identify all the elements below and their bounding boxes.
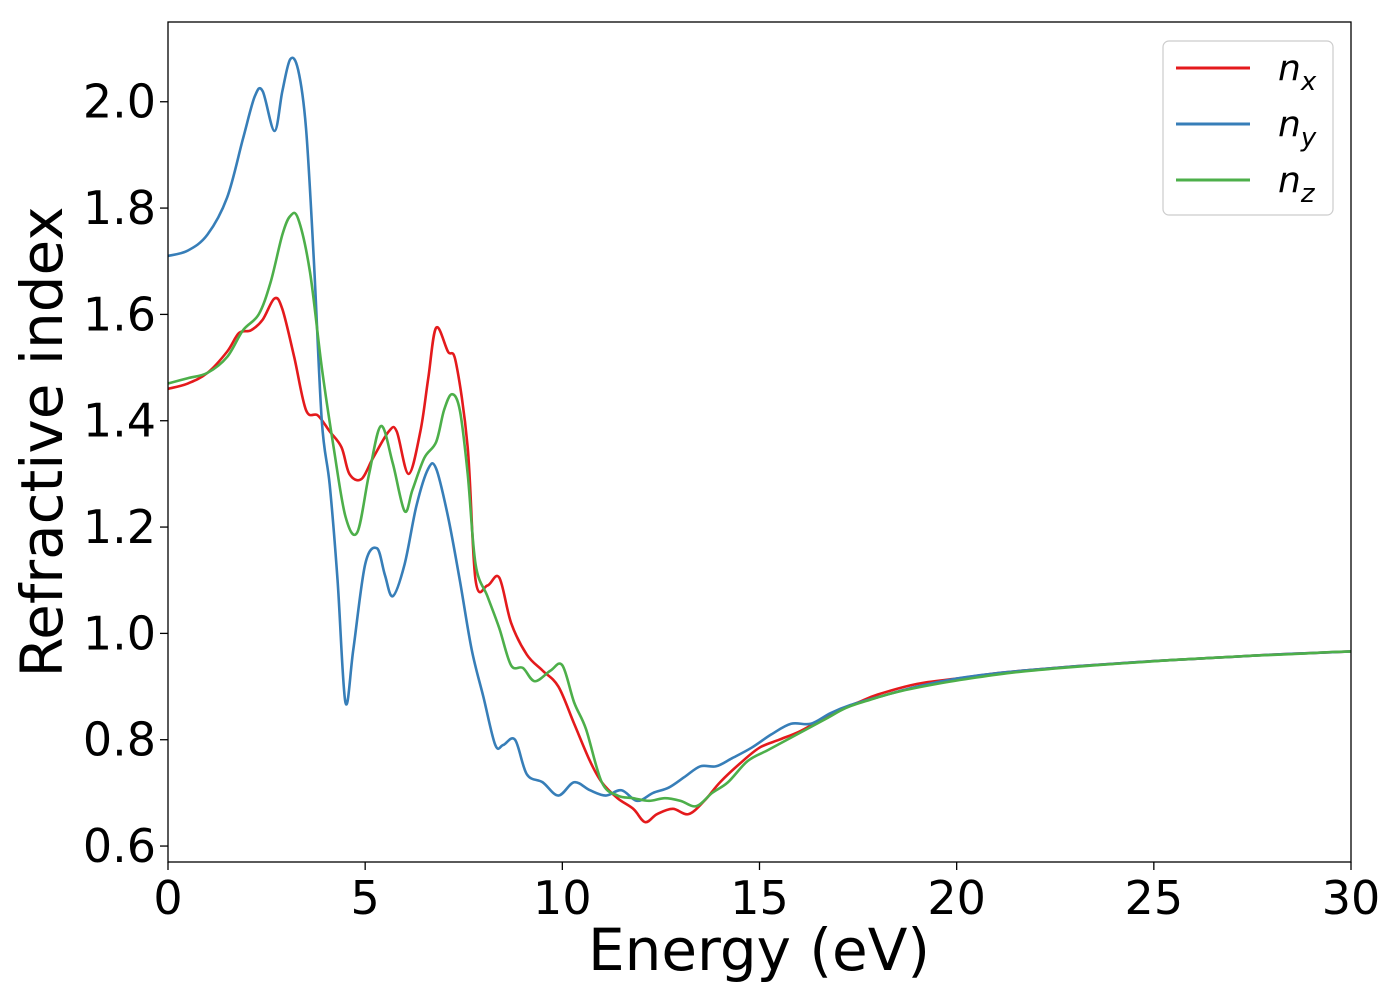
y-tick-label: 0.6: [83, 819, 156, 873]
x-tick-label: 30: [1322, 871, 1381, 925]
y-tick-label: 1.6: [83, 287, 156, 341]
x-tick-label: 25: [1125, 871, 1184, 925]
x-tick-label: 20: [927, 871, 986, 925]
x-tick-label: 0: [153, 871, 182, 925]
legend-box: [1162, 40, 1334, 216]
x-axis-title: Energy (eV): [588, 916, 930, 984]
y-tick-label: 1.4: [83, 394, 156, 448]
legend-label-n-z: nz: [1278, 160, 1316, 209]
x-tick-label: 15: [730, 871, 789, 925]
series-layer: [168, 56, 1351, 824]
y-tick-label: 1.8: [83, 181, 156, 235]
x-axis: 0 5 10 15 20 25 30: [153, 862, 1380, 925]
legend-label-sub: z: [1300, 179, 1316, 209]
series-line-n-z: [168, 211, 1351, 808]
y-tick-label: 2.0: [83, 75, 156, 129]
legend-label-n-y: ny: [1278, 104, 1317, 153]
x-tick-label: 10: [533, 871, 592, 925]
y-axis: 0.6 0.8 1.0 1.2 1.4 1.6 1.8 2.0: [83, 75, 168, 873]
y-tick-label: 1.2: [83, 500, 156, 554]
series-line-n-x: [168, 296, 1351, 824]
legend-label-main: n: [1278, 104, 1301, 145]
legend-label-sub: x: [1300, 67, 1317, 97]
legend-label-main: n: [1278, 160, 1301, 201]
legend-label-main: n: [1278, 48, 1301, 89]
y-tick-label: 0.8: [83, 713, 156, 767]
x-tick-label: 5: [351, 871, 380, 925]
legend-label-sub: y: [1300, 123, 1317, 153]
y-axis-title: Refractive index: [8, 206, 76, 677]
y-tick-label: 1.0: [83, 606, 156, 660]
legend-label-n-x: nx: [1278, 48, 1317, 97]
